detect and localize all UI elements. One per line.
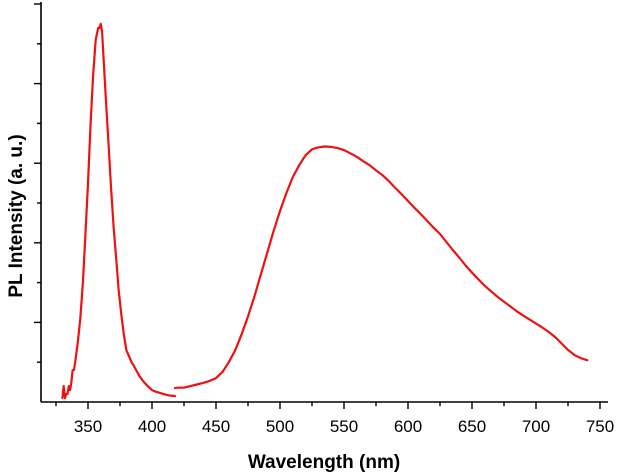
x-axis-ticks: 350 400 450 500 550 600 650 700 750 [55,402,614,436]
x-tick-label: 700 [522,417,550,436]
x-tick-label: 400 [138,417,166,436]
plot-area: 350 400 450 500 550 600 650 700 750 [34,2,614,436]
pl-spectrum-line [61,22,177,400]
x-tick-label: 500 [266,417,294,436]
x-tick-label: 650 [458,417,486,436]
y-axis-ticks [34,3,41,363]
pl-spectrum-line [173,145,589,390]
x-tick-label: 550 [330,417,358,436]
x-axis-title: Wavelength (nm) [248,452,400,473]
x-tick-label: 750 [586,417,614,436]
series-layer [61,22,589,400]
x-tick-label: 350 [74,417,102,436]
x-tick-label: 600 [394,417,422,436]
x-tick-label: 450 [202,417,230,436]
y-axis-title: PL Intensity (a. u.) [6,134,27,297]
